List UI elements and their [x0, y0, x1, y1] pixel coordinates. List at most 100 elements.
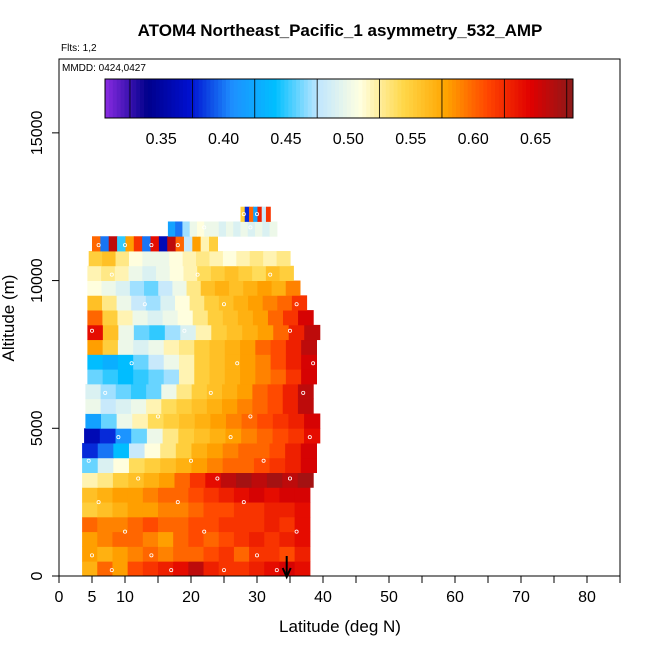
heatmap-cell — [112, 531, 129, 547]
colorbar-segment — [179, 79, 184, 118]
heatmap-cell — [194, 369, 211, 385]
colorbar-segment — [124, 79, 129, 118]
heatmap-cell — [102, 354, 119, 370]
colorbar-segment — [479, 79, 484, 118]
heatmap-cell — [233, 502, 250, 518]
heatmap-cell — [229, 280, 244, 296]
sample-point — [129, 361, 134, 366]
heatmap-cell — [163, 413, 180, 429]
colorbar-segment — [385, 79, 391, 118]
date-label: MMDD: 0424,0427 — [62, 63, 146, 74]
heatmap-cell — [188, 516, 205, 533]
colorbar-segment — [171, 79, 176, 118]
colorbar-segment — [456, 79, 461, 118]
colorbar-segment — [288, 79, 293, 118]
colorbar-segment — [440, 79, 445, 118]
heatmap-cell — [127, 546, 144, 562]
heatmap-cell — [270, 339, 287, 355]
heatmap-cell — [183, 236, 193, 252]
colorbar-segment — [541, 79, 547, 118]
heatmap-cell — [149, 324, 166, 341]
heatmap-cell — [146, 428, 164, 444]
colorbar-segment — [413, 79, 418, 118]
sample-point — [235, 361, 240, 366]
heatmap-cell — [147, 310, 164, 326]
colorbar-segment — [233, 79, 239, 118]
heatmap-cell — [85, 383, 102, 400]
heatmap-cell — [92, 236, 101, 252]
colorbar-segment — [132, 79, 137, 118]
sample-point — [136, 476, 141, 481]
heatmap-cell — [237, 383, 253, 400]
colorbar-segment — [116, 79, 122, 118]
colorbar-segment — [393, 79, 398, 118]
x-tick-label: 10 — [116, 589, 134, 606]
heatmap-cell — [97, 472, 114, 488]
heatmap-cell — [164, 324, 181, 341]
heatmap-cell — [156, 265, 171, 281]
heatmap-cell — [233, 531, 250, 547]
sample-point — [175, 500, 180, 505]
heatmap-cell — [113, 443, 130, 459]
heatmap-cell — [238, 265, 253, 281]
heatmap-cell — [233, 221, 242, 237]
heatmap-cell — [265, 206, 271, 222]
heatmap-cell — [176, 398, 193, 414]
heatmap-cell — [294, 546, 311, 562]
colorbar-segment — [502, 79, 508, 118]
colorbar-segment — [444, 79, 449, 118]
heatmap-cell — [148, 369, 165, 385]
colorbar-segment — [354, 79, 359, 118]
heatmap-cell — [240, 369, 256, 385]
heatmap-cell — [301, 339, 317, 355]
colorbar-segment — [428, 79, 434, 118]
y-tick-label: 0 — [29, 571, 46, 580]
heatmap-cell — [191, 398, 208, 414]
heatmap-cell — [146, 383, 162, 400]
heatmap-cell — [222, 457, 239, 473]
colorbar-segment — [471, 79, 476, 118]
colorbar-segment — [253, 79, 258, 118]
heatmap-cell — [87, 295, 103, 311]
colorbar-segment — [151, 79, 157, 118]
colorbar-segment — [186, 79, 192, 118]
sample-point — [123, 529, 128, 534]
heatmap-cell — [189, 221, 198, 237]
sample-point — [175, 243, 180, 248]
heatmap-cell — [189, 295, 205, 311]
heatmap-cell — [108, 236, 118, 252]
heatmap-cell — [204, 295, 220, 311]
heatmap-cell — [269, 443, 286, 459]
colorbar-segment — [272, 79, 278, 118]
colorbar-segment — [210, 79, 215, 118]
colorbar-tick-label: 0.40 — [208, 131, 239, 148]
heatmap-cell — [242, 324, 259, 341]
heatmap-cell — [267, 383, 284, 400]
heatmap-cell — [294, 516, 311, 533]
colorbar-segment — [218, 79, 223, 118]
heatmap-cell — [214, 280, 230, 296]
sample-point — [96, 500, 101, 505]
colorbar-segment — [569, 79, 574, 118]
heatmap-cell — [176, 383, 193, 400]
heatmap-cell — [147, 413, 165, 429]
colorbar-segment — [522, 79, 527, 118]
heatmap-cell — [173, 546, 189, 562]
colorbar-segment — [467, 79, 473, 118]
colorbar-segment — [366, 79, 371, 118]
heatmap-cell — [128, 457, 146, 473]
heatmap-cell — [175, 443, 193, 459]
heatmap-cell — [114, 265, 130, 281]
heatmap-cell — [209, 251, 224, 267]
heatmap-cell — [182, 221, 191, 237]
colorbar-segment — [498, 79, 504, 118]
heatmap-cell — [113, 457, 130, 473]
heatmap-cell — [158, 516, 174, 533]
heatmap-cell — [161, 383, 178, 400]
heatmap-cell — [194, 354, 211, 370]
colorbar-segment — [128, 79, 133, 118]
heatmap-cell — [188, 546, 205, 562]
colorbar-segment — [264, 79, 270, 118]
sample-point — [103, 390, 108, 395]
